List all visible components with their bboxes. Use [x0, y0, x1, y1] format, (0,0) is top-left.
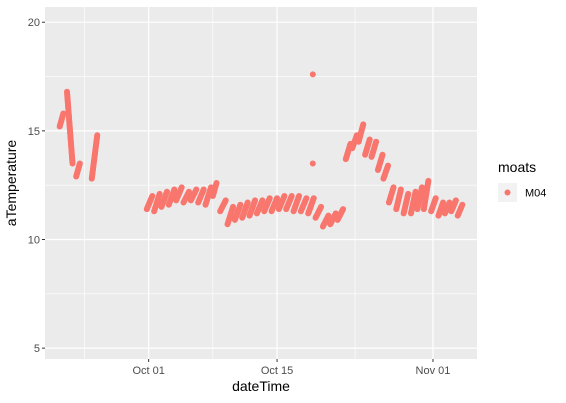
data-point [171, 187, 177, 193]
y-tick-label: 10 [28, 234, 40, 246]
data-point [70, 160, 76, 166]
data-point [193, 187, 199, 193]
data-point [310, 71, 316, 77]
data-point [230, 204, 236, 210]
data-point [433, 195, 439, 201]
data-point [318, 204, 324, 210]
y-tick-label: 15 [28, 126, 40, 138]
data-point [214, 180, 220, 186]
legend-title: moats [498, 159, 536, 175]
legend-marker [505, 190, 511, 196]
data-point [360, 121, 366, 127]
x-axis-title: dateTime [232, 378, 290, 394]
data-point [440, 200, 446, 206]
data-point [398, 187, 404, 193]
y-axis-title: aTemperature [3, 140, 19, 227]
x-tick-label: Oct 15 [261, 365, 293, 377]
x-tick-label: Oct 01 [132, 365, 164, 377]
data-point [296, 193, 302, 199]
data-point [385, 163, 391, 169]
data-point [380, 152, 386, 158]
data-point [459, 202, 465, 208]
data-point [179, 184, 185, 190]
data-point [373, 139, 379, 145]
data-point [310, 160, 316, 166]
data-point [157, 191, 163, 197]
data-point [367, 137, 373, 143]
data-point [453, 197, 459, 203]
data-point [149, 193, 155, 199]
data-point [289, 193, 295, 199]
data-point [303, 195, 309, 201]
data-point [164, 189, 170, 195]
legend-label: M04 [525, 188, 546, 200]
data-point [274, 195, 280, 201]
data-point [259, 197, 265, 203]
data-point [60, 110, 66, 116]
data-point [237, 202, 243, 208]
data-point [252, 197, 258, 203]
data-point [245, 200, 251, 206]
data-point [77, 160, 83, 166]
data-point [94, 132, 100, 138]
data-point [340, 206, 346, 212]
data-point [201, 187, 207, 193]
data-point [405, 191, 411, 197]
data-point [425, 178, 431, 184]
x-tick-label: Nov 01 [416, 365, 451, 377]
data-point [267, 195, 273, 201]
data-point [223, 197, 229, 203]
y-tick-label: 5 [34, 343, 40, 355]
legend: moats M04 [498, 159, 546, 202]
data-point [281, 193, 287, 199]
data-point [391, 184, 397, 190]
y-tick-label: 20 [28, 17, 40, 29]
data-point [311, 195, 317, 201]
plot-panel [45, 7, 477, 359]
